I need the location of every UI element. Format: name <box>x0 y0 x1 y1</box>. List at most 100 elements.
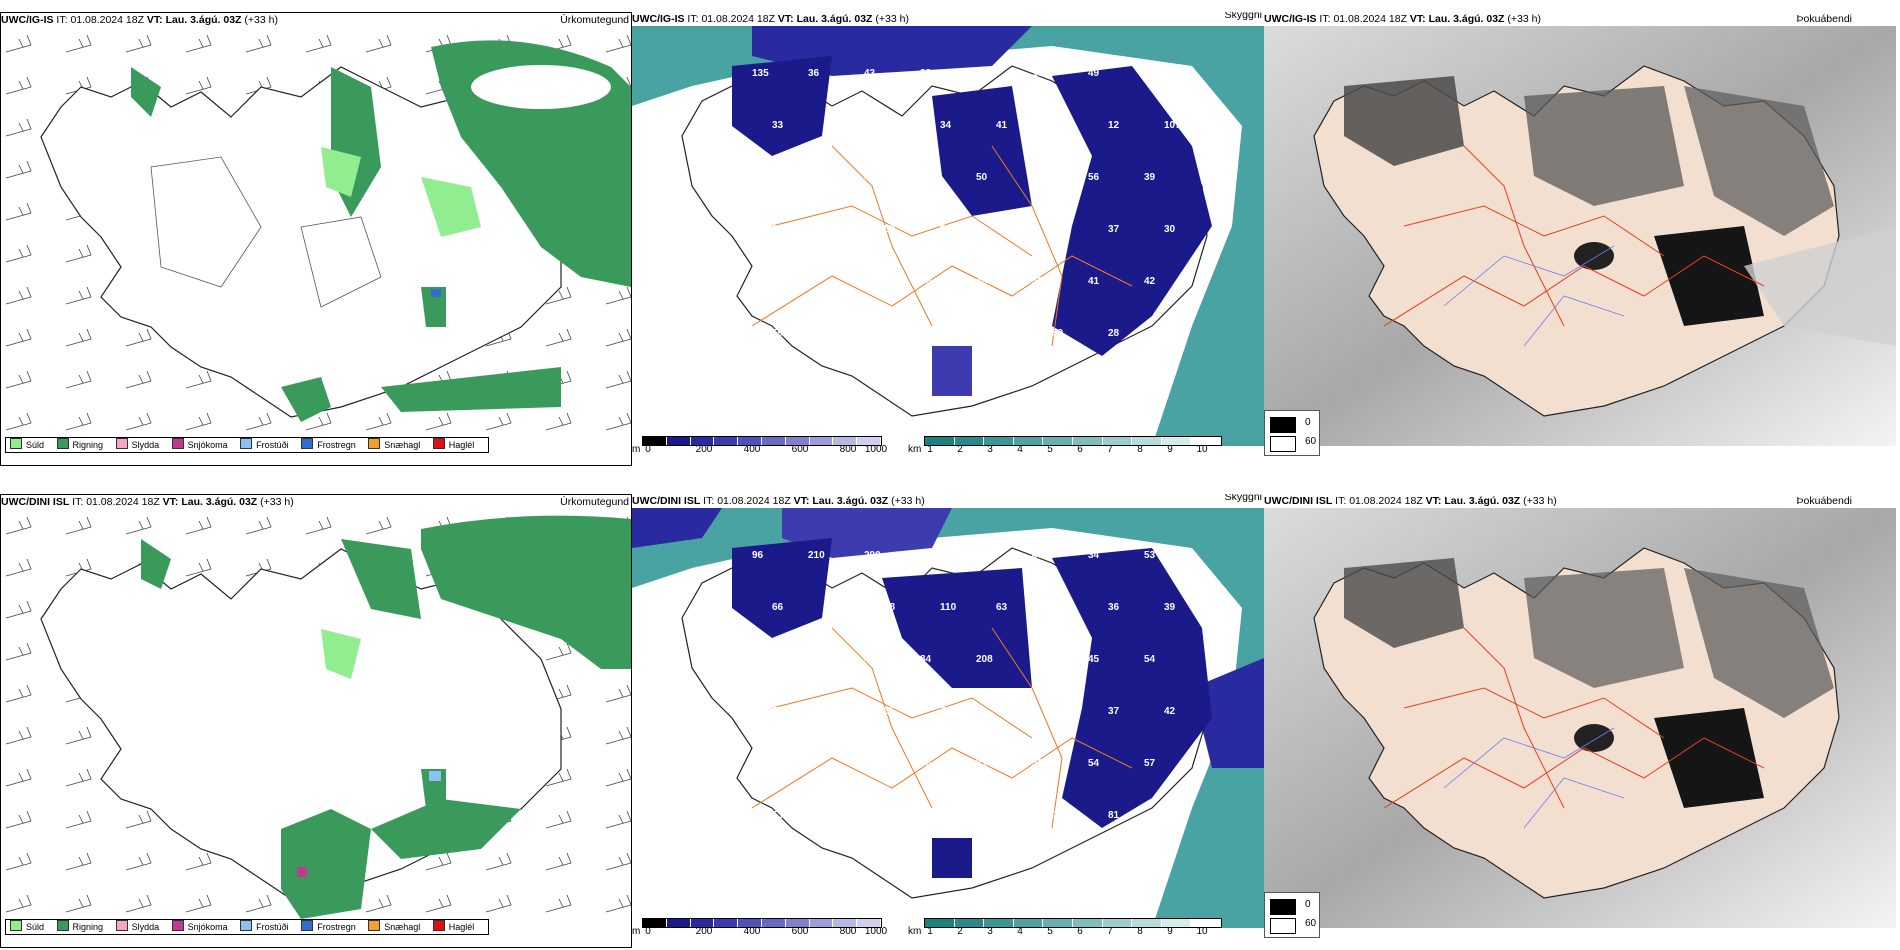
panel-title: Þokuábendi <box>1796 495 1852 507</box>
cloud-base-label: 81 <box>1108 810 1120 821</box>
lead-time: (+33 h) <box>891 495 925 507</box>
tick-label: 0 <box>645 444 651 455</box>
vt-value: Lau. 3.ágú. 03Z <box>165 14 242 26</box>
model-name: UWC/DINI ISL <box>632 495 701 507</box>
cloud-base-label: 60 <box>920 276 932 287</box>
visibility-colorbar: km 1 2 3 4 5 6 7 8 9 10 <box>908 436 1228 458</box>
cloud-base-label: 53 <box>1032 276 1044 287</box>
panel-header: UWC/DINI ISL IT: 01.08.2024 18Z VT: Lau.… <box>1264 494 1900 508</box>
cloud-base-label: 38 <box>828 328 840 339</box>
vt-value: Lau. 3.ágú. 03Z <box>796 13 873 25</box>
tick-label: 6 <box>1077 444 1083 455</box>
cloud-base-label: 59 <box>772 328 784 339</box>
tick-label: 2 <box>957 926 963 937</box>
cloud-base-label: 38 <box>1144 68 1156 79</box>
cloud-base-label: 37 <box>1164 810 1176 821</box>
cloud-base-label: 63 <box>996 602 1008 613</box>
colorbar-scale <box>642 918 882 928</box>
cloud-base-label: 43 <box>1052 602 1064 613</box>
cloud-base-label: 25 <box>752 276 764 287</box>
cloud-base-label: 88 <box>996 706 1008 717</box>
cloud-base-label: 53 <box>1144 550 1156 561</box>
cloud-base-label: 39 <box>1052 224 1064 235</box>
model-name: UWC/IG-IS <box>1 14 54 26</box>
tick-label: 1000 <box>864 444 888 455</box>
tick-label: 400 <box>743 444 761 455</box>
cloud-base-label: 59 <box>1052 328 1064 339</box>
fog-key-light-label: 60 <box>1305 436 1317 447</box>
tick-label: 0 <box>645 926 651 937</box>
panel-title: Þokuábendi <box>1796 13 1852 25</box>
tick-label: 200 <box>695 926 713 937</box>
precip-map <box>1 509 631 929</box>
lead-time: (+33 h) <box>244 14 278 26</box>
tick-label: 10 <box>1196 926 1208 937</box>
lead-time: (+33 h) <box>875 13 909 25</box>
fog-key: 0 60 <box>1264 410 1320 456</box>
tick-label: 6 <box>1077 926 1083 937</box>
cloud-base-label: 50 <box>752 654 764 665</box>
tick-label: 7 <box>1107 444 1113 455</box>
cloud-base-label: 20 <box>996 810 1008 821</box>
cloud-base-label: 68 <box>920 758 932 769</box>
cloud-base-label: 49 <box>1032 172 1044 183</box>
cloud-base-label: 34 <box>1088 550 1100 561</box>
cloud-base-label: 43 <box>864 172 876 183</box>
cloud-base-label: 22 <box>884 328 896 339</box>
colorbar-unit: km <box>908 444 922 455</box>
cloud-base-label: 28 <box>920 68 932 79</box>
it-prefix: IT: <box>1335 495 1347 507</box>
cloud-base-label: 48 <box>884 602 896 613</box>
cloud-base-label: 101 <box>1032 68 1049 79</box>
cloud-base-label: 36 <box>808 68 820 79</box>
colorbar-unit: m <box>632 444 641 455</box>
tick-label: 5 <box>1047 444 1053 455</box>
vt-value: Lau. 3.ágú. 03Z <box>181 496 258 508</box>
cloud-base-label: 320 <box>920 550 937 561</box>
cloud-base-label: 72 <box>808 654 820 665</box>
legend-item: Frostregn <box>301 920 356 934</box>
vt-value: Lau. 3.ágú. 03Z <box>1444 495 1521 507</box>
legend-item: Súld <box>10 920 44 934</box>
tick-label: 600 <box>791 926 809 937</box>
cloud-base-label: 41 <box>996 224 1008 235</box>
vt-prefix: VT: <box>1425 495 1442 507</box>
legend-item: Súld <box>10 438 44 452</box>
fog-map <box>1264 508 1896 928</box>
cloud-base-label: 28 <box>1108 328 1120 339</box>
cloud-base-label: 84 <box>752 172 764 183</box>
cloud-base-label: 53 <box>772 810 784 821</box>
cloud-base-label: 53 <box>772 706 784 717</box>
tick-label: 9 <box>1167 444 1173 455</box>
legend-item: Snjókoma <box>171 920 228 934</box>
cloud-base-label: 38 <box>808 758 820 769</box>
tick-label: 8 <box>1137 926 1143 937</box>
cloud-base-label: 41 <box>1088 276 1100 287</box>
colorbar-scale <box>642 436 882 446</box>
legend-item: Snæhagl <box>368 438 420 452</box>
fog-key-dark-label: 0 <box>1305 417 1311 428</box>
tick-label: 400 <box>743 926 761 937</box>
cloud-base-label: 53 <box>884 224 896 235</box>
model-name: UWC/DINI ISL <box>1 496 70 508</box>
colorbar-unit: m <box>632 926 641 937</box>
tick-label: 4 <box>1017 926 1023 937</box>
cloud-base-label: 207 <box>996 328 1013 339</box>
lead-time: (+33 h) <box>260 496 294 508</box>
precip-legend: Súld Rigning Slydda Snjókoma Frostúði Fr… <box>5 437 490 453</box>
cloud-base-label: 183 <box>940 328 957 339</box>
fog-panel-row2: UWC/DINI ISL IT: 01.08.2024 18Z VT: Lau.… <box>1264 494 1900 948</box>
tick-label: 9 <box>1167 926 1173 937</box>
cloud-map: 96 210 290 320 271 46 34 53 66 83 48 110 63 43 36 39 50 7… <box>632 508 1264 928</box>
tick-label: 800 <box>839 444 857 455</box>
vt-value: Lau. 3.ágú. 03Z <box>812 495 889 507</box>
it-value: 01.08.2024 18Z <box>1333 13 1407 25</box>
it-prefix: IT: <box>1319 13 1331 25</box>
cloud-base-label: 41 <box>976 68 988 79</box>
it-value: 01.08.2024 18Z <box>701 13 775 25</box>
height-colorbar: m 0 200 400 600 800 1000 <box>632 436 892 458</box>
it-value: 01.08.2024 18Z <box>717 495 791 507</box>
cloud-base-label: 110 <box>940 602 957 613</box>
fog-key-light-label: 60 <box>1305 918 1317 929</box>
cloud-base-label: 31 <box>828 120 840 131</box>
